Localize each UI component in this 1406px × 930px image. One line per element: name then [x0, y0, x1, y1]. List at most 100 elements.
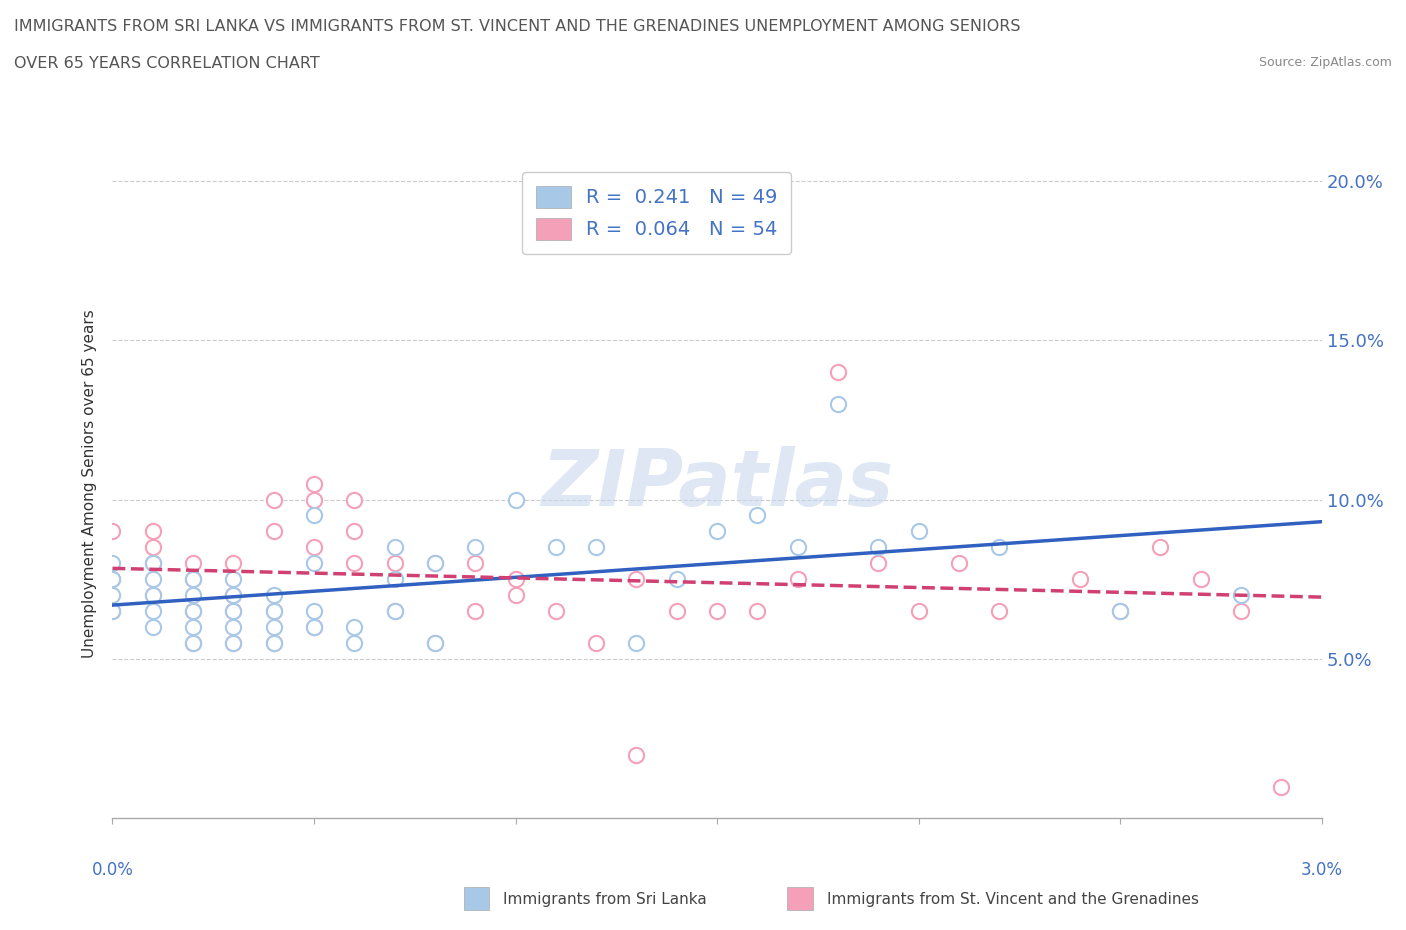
Point	[1109, 604, 1132, 618]
Point	[827, 396, 849, 411]
Point	[263, 635, 285, 650]
Point	[505, 572, 527, 587]
Point	[384, 556, 406, 571]
Point	[222, 604, 245, 618]
Point	[907, 524, 929, 538]
Point	[423, 556, 446, 571]
Point	[222, 588, 245, 603]
Point	[101, 588, 124, 603]
Y-axis label: Unemployment Among Seniors over 65 years: Unemployment Among Seniors over 65 years	[82, 310, 97, 658]
Point	[142, 540, 165, 555]
Point	[302, 619, 325, 634]
Point	[343, 524, 366, 538]
Point	[101, 604, 124, 618]
Point	[786, 540, 808, 555]
Point	[626, 635, 648, 650]
Point	[343, 492, 366, 507]
Point	[181, 619, 204, 634]
Point	[1270, 779, 1292, 794]
Point	[222, 556, 245, 571]
Text: Source: ZipAtlas.com: Source: ZipAtlas.com	[1258, 56, 1392, 69]
Point	[302, 604, 325, 618]
Point	[423, 635, 446, 650]
Point	[423, 635, 446, 650]
Point	[302, 540, 325, 555]
Point	[706, 524, 728, 538]
Point	[343, 556, 366, 571]
Point	[181, 572, 204, 587]
Point	[827, 365, 849, 379]
Point	[948, 556, 970, 571]
Point	[464, 556, 486, 571]
Point	[263, 524, 285, 538]
Point	[505, 492, 527, 507]
Point	[142, 588, 165, 603]
Point	[263, 619, 285, 634]
Point	[868, 540, 890, 555]
Point	[1069, 572, 1091, 587]
Point	[585, 635, 607, 650]
Point	[142, 524, 165, 538]
Point	[142, 556, 165, 571]
Point	[181, 588, 204, 603]
Point	[101, 572, 124, 587]
Point	[626, 572, 648, 587]
Point	[101, 556, 124, 571]
Point	[665, 572, 688, 587]
Point	[665, 604, 688, 618]
Point	[626, 747, 648, 762]
Point	[302, 508, 325, 523]
Point	[1149, 540, 1171, 555]
Point	[1189, 572, 1212, 587]
Point	[747, 604, 769, 618]
Point	[747, 508, 769, 523]
Point	[786, 572, 808, 587]
Point	[868, 556, 890, 571]
Point	[544, 540, 567, 555]
Legend: R =  0.241   N = 49, R =  0.064   N = 54: R = 0.241 N = 49, R = 0.064 N = 54	[522, 172, 792, 254]
Point	[706, 604, 728, 618]
Point	[101, 524, 124, 538]
Point	[222, 588, 245, 603]
Point	[142, 604, 165, 618]
Point	[181, 572, 204, 587]
Point	[423, 556, 446, 571]
Point	[302, 492, 325, 507]
Point	[505, 588, 527, 603]
Point	[1109, 604, 1132, 618]
Point	[142, 619, 165, 634]
Point	[384, 604, 406, 618]
Point	[181, 556, 204, 571]
Text: Immigrants from St. Vincent and the Grenadines: Immigrants from St. Vincent and the Gren…	[827, 892, 1199, 907]
Point	[302, 556, 325, 571]
Text: OVER 65 YEARS CORRELATION CHART: OVER 65 YEARS CORRELATION CHART	[14, 56, 319, 71]
Point	[1230, 604, 1253, 618]
Point	[384, 572, 406, 587]
Text: IMMIGRANTS FROM SRI LANKA VS IMMIGRANTS FROM ST. VINCENT AND THE GRENADINES UNEM: IMMIGRANTS FROM SRI LANKA VS IMMIGRANTS …	[14, 19, 1021, 33]
Point	[544, 604, 567, 618]
Point	[181, 635, 204, 650]
Text: Immigrants from Sri Lanka: Immigrants from Sri Lanka	[503, 892, 707, 907]
Point	[706, 221, 728, 236]
Point	[142, 572, 165, 587]
Point	[988, 540, 1011, 555]
Point	[302, 476, 325, 491]
Point	[101, 604, 124, 618]
Point	[222, 619, 245, 634]
Point	[263, 604, 285, 618]
Point	[181, 604, 204, 618]
Point	[343, 619, 366, 634]
Point	[302, 619, 325, 634]
Point	[907, 604, 929, 618]
Point	[263, 635, 285, 650]
Point	[343, 635, 366, 650]
Point	[142, 588, 165, 603]
Point	[263, 492, 285, 507]
Point	[384, 604, 406, 618]
Point	[464, 540, 486, 555]
Point	[222, 635, 245, 650]
Point	[181, 635, 204, 650]
Point	[142, 556, 165, 571]
Text: 3.0%: 3.0%	[1301, 860, 1343, 879]
Point	[1230, 588, 1253, 603]
